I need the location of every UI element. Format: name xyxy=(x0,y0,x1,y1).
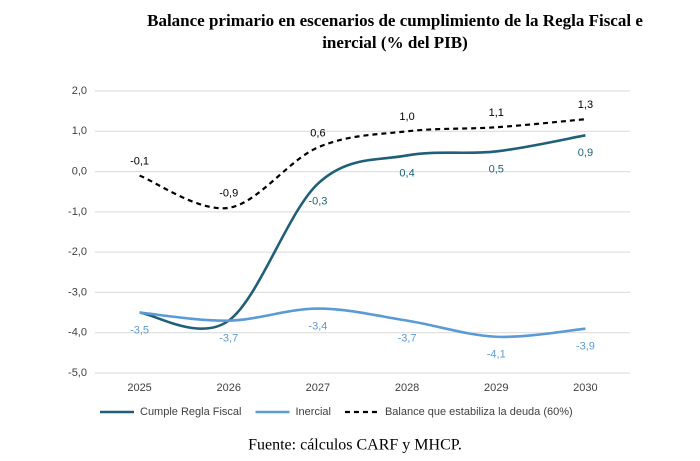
data-label: 0,9 xyxy=(578,147,593,159)
data-label: 1,1 xyxy=(489,107,504,119)
data-label: 0,5 xyxy=(489,163,504,175)
y-tick-label: 2,0 xyxy=(72,85,87,97)
data-label: -0,3 xyxy=(308,196,327,208)
legend-label: Balance que estabiliza la deuda (60%) xyxy=(385,406,573,418)
y-tick-label: -3,0 xyxy=(68,286,87,298)
legend-label: Inercial xyxy=(295,406,330,418)
y-tick-label: 1,0 xyxy=(72,125,87,137)
x-tick-label: 2027 xyxy=(306,382,330,394)
data-label: -3,9 xyxy=(576,341,595,353)
y-tick-label: -2,0 xyxy=(68,246,87,258)
data-label: 0,4 xyxy=(399,167,414,179)
x-tick-label: 2028 xyxy=(395,382,419,394)
data-label: -4,1 xyxy=(487,349,506,361)
data-label: -3,7 xyxy=(398,333,417,345)
data-label: -0,9 xyxy=(219,188,238,200)
y-tick-label: -5,0 xyxy=(68,367,87,379)
data-label: 1,0 xyxy=(399,111,414,123)
chart-title: Balance primario en escenarios de cumpli… xyxy=(147,11,643,52)
x-tick-label: 2029 xyxy=(484,382,508,394)
data-label: -3,4 xyxy=(308,320,327,332)
legend-label: Cumple Regla Fiscal xyxy=(140,406,241,418)
x-tick-label: 2025 xyxy=(127,382,151,394)
y-tick-label: -4,0 xyxy=(68,327,87,339)
data-label: -3,7 xyxy=(219,333,238,345)
y-tick-label: -1,0 xyxy=(68,206,87,218)
data-label: -3,5 xyxy=(130,324,149,336)
data-label: 0,6 xyxy=(310,127,325,139)
y-tick-label: 0,0 xyxy=(72,165,87,177)
line-series xyxy=(139,134,586,330)
x-tick-label: 2026 xyxy=(217,382,241,394)
data-label: 1,3 xyxy=(578,99,593,111)
line-series xyxy=(139,307,586,339)
source: Fuente: cálculos CARF y MHCP. xyxy=(248,437,462,454)
x-tick-label: 2030 xyxy=(573,382,597,394)
line-series xyxy=(139,118,586,210)
data-label: -0,1 xyxy=(130,156,149,168)
